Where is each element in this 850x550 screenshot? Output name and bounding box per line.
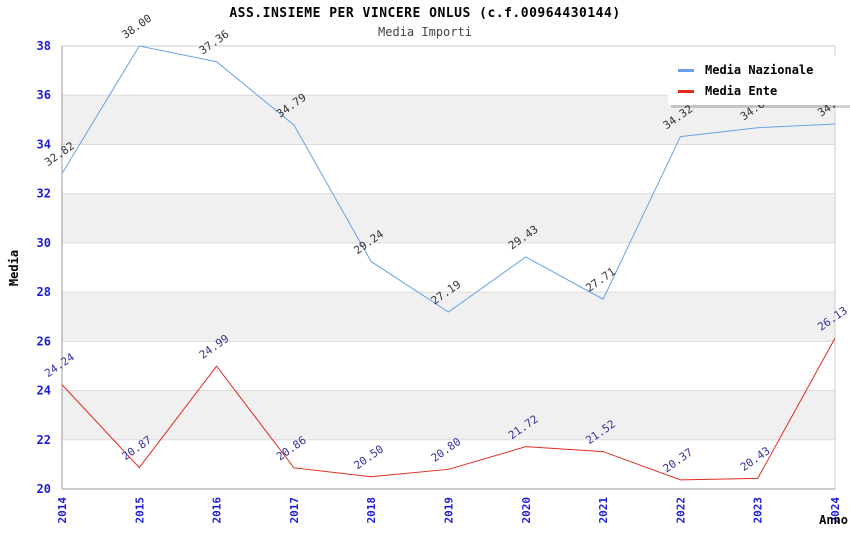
value-label-media-ente: 24.24	[42, 350, 77, 380]
chart-subtitle: Media Importi	[378, 25, 472, 39]
y-tick-label: 32	[37, 187, 51, 201]
legend-item-media-nazionale: Media Nazionale	[678, 63, 850, 77]
y-tick-label: 24	[37, 384, 51, 398]
legend-marker-media-ente-icon	[678, 89, 694, 93]
x-tick-label: 2023	[752, 497, 765, 524]
y-tick-label: 38	[37, 39, 51, 53]
legend: Media Nazionale Media Ente	[668, 56, 850, 105]
value-label-media-ente: 20.43	[738, 444, 773, 474]
legend-label-media-nazionale: Media Nazionale	[705, 63, 814, 77]
series-line-media-ente	[61, 337, 836, 481]
chart-title: ASS.INSIEME PER VINCERE ONLUS (c.f.00964…	[229, 6, 621, 21]
y-tick-label: 28	[37, 285, 51, 299]
y-axis-title: Media	[7, 249, 21, 287]
y-tick-label: 26	[37, 334, 51, 348]
y-tick-label: 20	[37, 482, 51, 496]
x-tick-label: 2016	[211, 497, 224, 524]
y-tick-label: 36	[37, 88, 51, 102]
x-tick-label: 2022	[674, 497, 687, 524]
value-label-media-ente: 20.37	[661, 446, 696, 476]
x-tick-label: 2021	[597, 497, 610, 524]
x-tick-label: 2024	[829, 497, 842, 524]
value-label-media-ente: 20.50	[351, 443, 386, 473]
x-axis-title: Anno	[819, 513, 848, 527]
plot-band	[62, 193, 835, 243]
plot-band	[62, 292, 835, 342]
y-tick-label: 22	[37, 433, 51, 447]
x-tick-label: 2015	[133, 497, 146, 524]
legend-item-media-ente: Media Ente	[678, 84, 850, 98]
series-line-media-nazionale	[61, 45, 836, 313]
legend-label-media-ente: Media Ente	[705, 84, 778, 98]
x-tick-label: 2014	[56, 497, 69, 524]
x-tick-label: 2020	[520, 497, 533, 524]
y-tick-label: 34	[37, 137, 51, 151]
plot-band	[62, 390, 835, 440]
y-tick-label: 30	[37, 236, 51, 250]
x-tick-label: 2017	[288, 497, 301, 524]
x-tick-label: 2018	[365, 497, 378, 524]
x-tick-label: 2019	[443, 497, 456, 524]
legend-marker-media-nazionale-icon	[678, 68, 694, 72]
